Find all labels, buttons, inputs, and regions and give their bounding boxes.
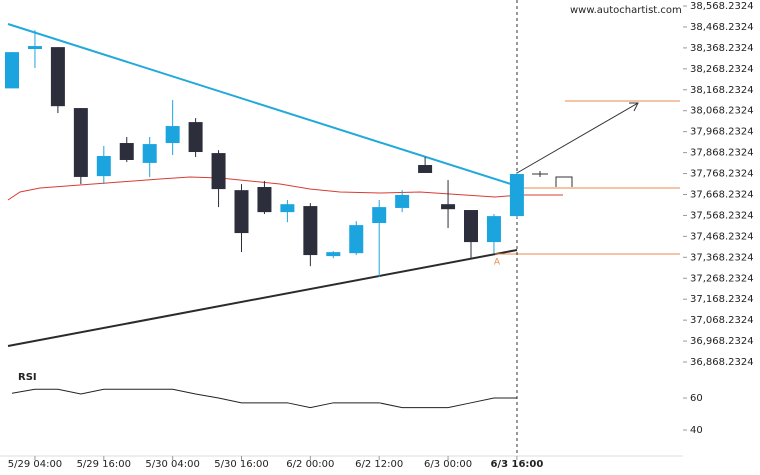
y-tick-label: 37,068.2324 [690,315,754,326]
forecast-arrow [516,102,639,174]
y-tick-label: 37,468.2324 [690,231,754,242]
candle-body [188,122,203,153]
candle-body [486,216,501,243]
y-tick-label: 38,468.2324 [690,22,754,33]
y-tick-label: 38,168.2324 [690,85,754,96]
rsi-label: RSI [18,372,37,383]
y-tick-label: 37,768.2324 [690,169,754,180]
rsi-line [11,388,517,409]
y-tick-label: 38,568.2324 [690,1,754,12]
candle-body [27,46,42,50]
candle-body [441,204,456,210]
candle-body [395,194,410,208]
support-line [7,249,518,347]
candle-body [509,174,524,217]
moving-average [7,176,563,201]
candle-body [234,190,249,234]
y-tick-label: 37,268.2324 [690,273,754,284]
resistance-line [7,23,518,187]
arrow-head [629,102,639,112]
candle-body [142,144,157,163]
y-tick-label: 37,368.2324 [690,252,754,263]
x-tick-label: 6/2 12:00 [355,459,403,470]
y-tick-label: 37,968.2324 [690,127,754,138]
candle-body [464,210,478,243]
y-tick-label: 37,568.2324 [690,210,754,221]
candle-body [165,126,180,144]
y-tick-label: 37,868.2324 [690,148,754,159]
candle-body [211,153,226,190]
y-tick-label: 38,268.2324 [690,64,754,75]
candle-body [418,165,433,173]
x-tick-label: 5/29 16:00 [77,459,131,470]
x-tick-label: 6/3 00:00 [424,459,472,470]
source-label: www.autochartist.com [570,5,682,16]
candle-body [372,207,387,224]
x-tick-label: 5/30 16:00 [214,459,268,470]
y-tick-label: 36,868.2324 [690,357,754,368]
candle-body [326,252,341,257]
pattern-label: A [494,258,501,268]
y-tick-label: 37,168.2324 [690,294,754,305]
candle-body [257,187,272,213]
candle-body [349,225,364,254]
y-tick-label: 36,968.2324 [690,336,754,347]
candle-body [280,204,295,213]
x-tick-label: 5/30 04:00 [145,459,199,470]
y-tick-label: 38,368.2324 [690,43,754,54]
candle-body [303,206,318,256]
y-tick-label: 37,668.2324 [690,189,754,200]
candle-body [119,143,134,160]
y-tick-label: 38,068.2324 [690,106,754,117]
forecast-marks [532,171,573,187]
candle-body [73,108,88,177]
x-tick-label: 6/2 00:00 [286,459,334,470]
candle-body [50,47,65,107]
rsi-tick-label: 40 [690,425,703,436]
x-tick-label: 5/29 04:00 [8,459,62,470]
x-tick-label: 6/3 16:00 [490,459,543,470]
rsi-tick-label: 60 [690,393,703,404]
candle-body [96,156,111,177]
candle-body [5,52,19,89]
